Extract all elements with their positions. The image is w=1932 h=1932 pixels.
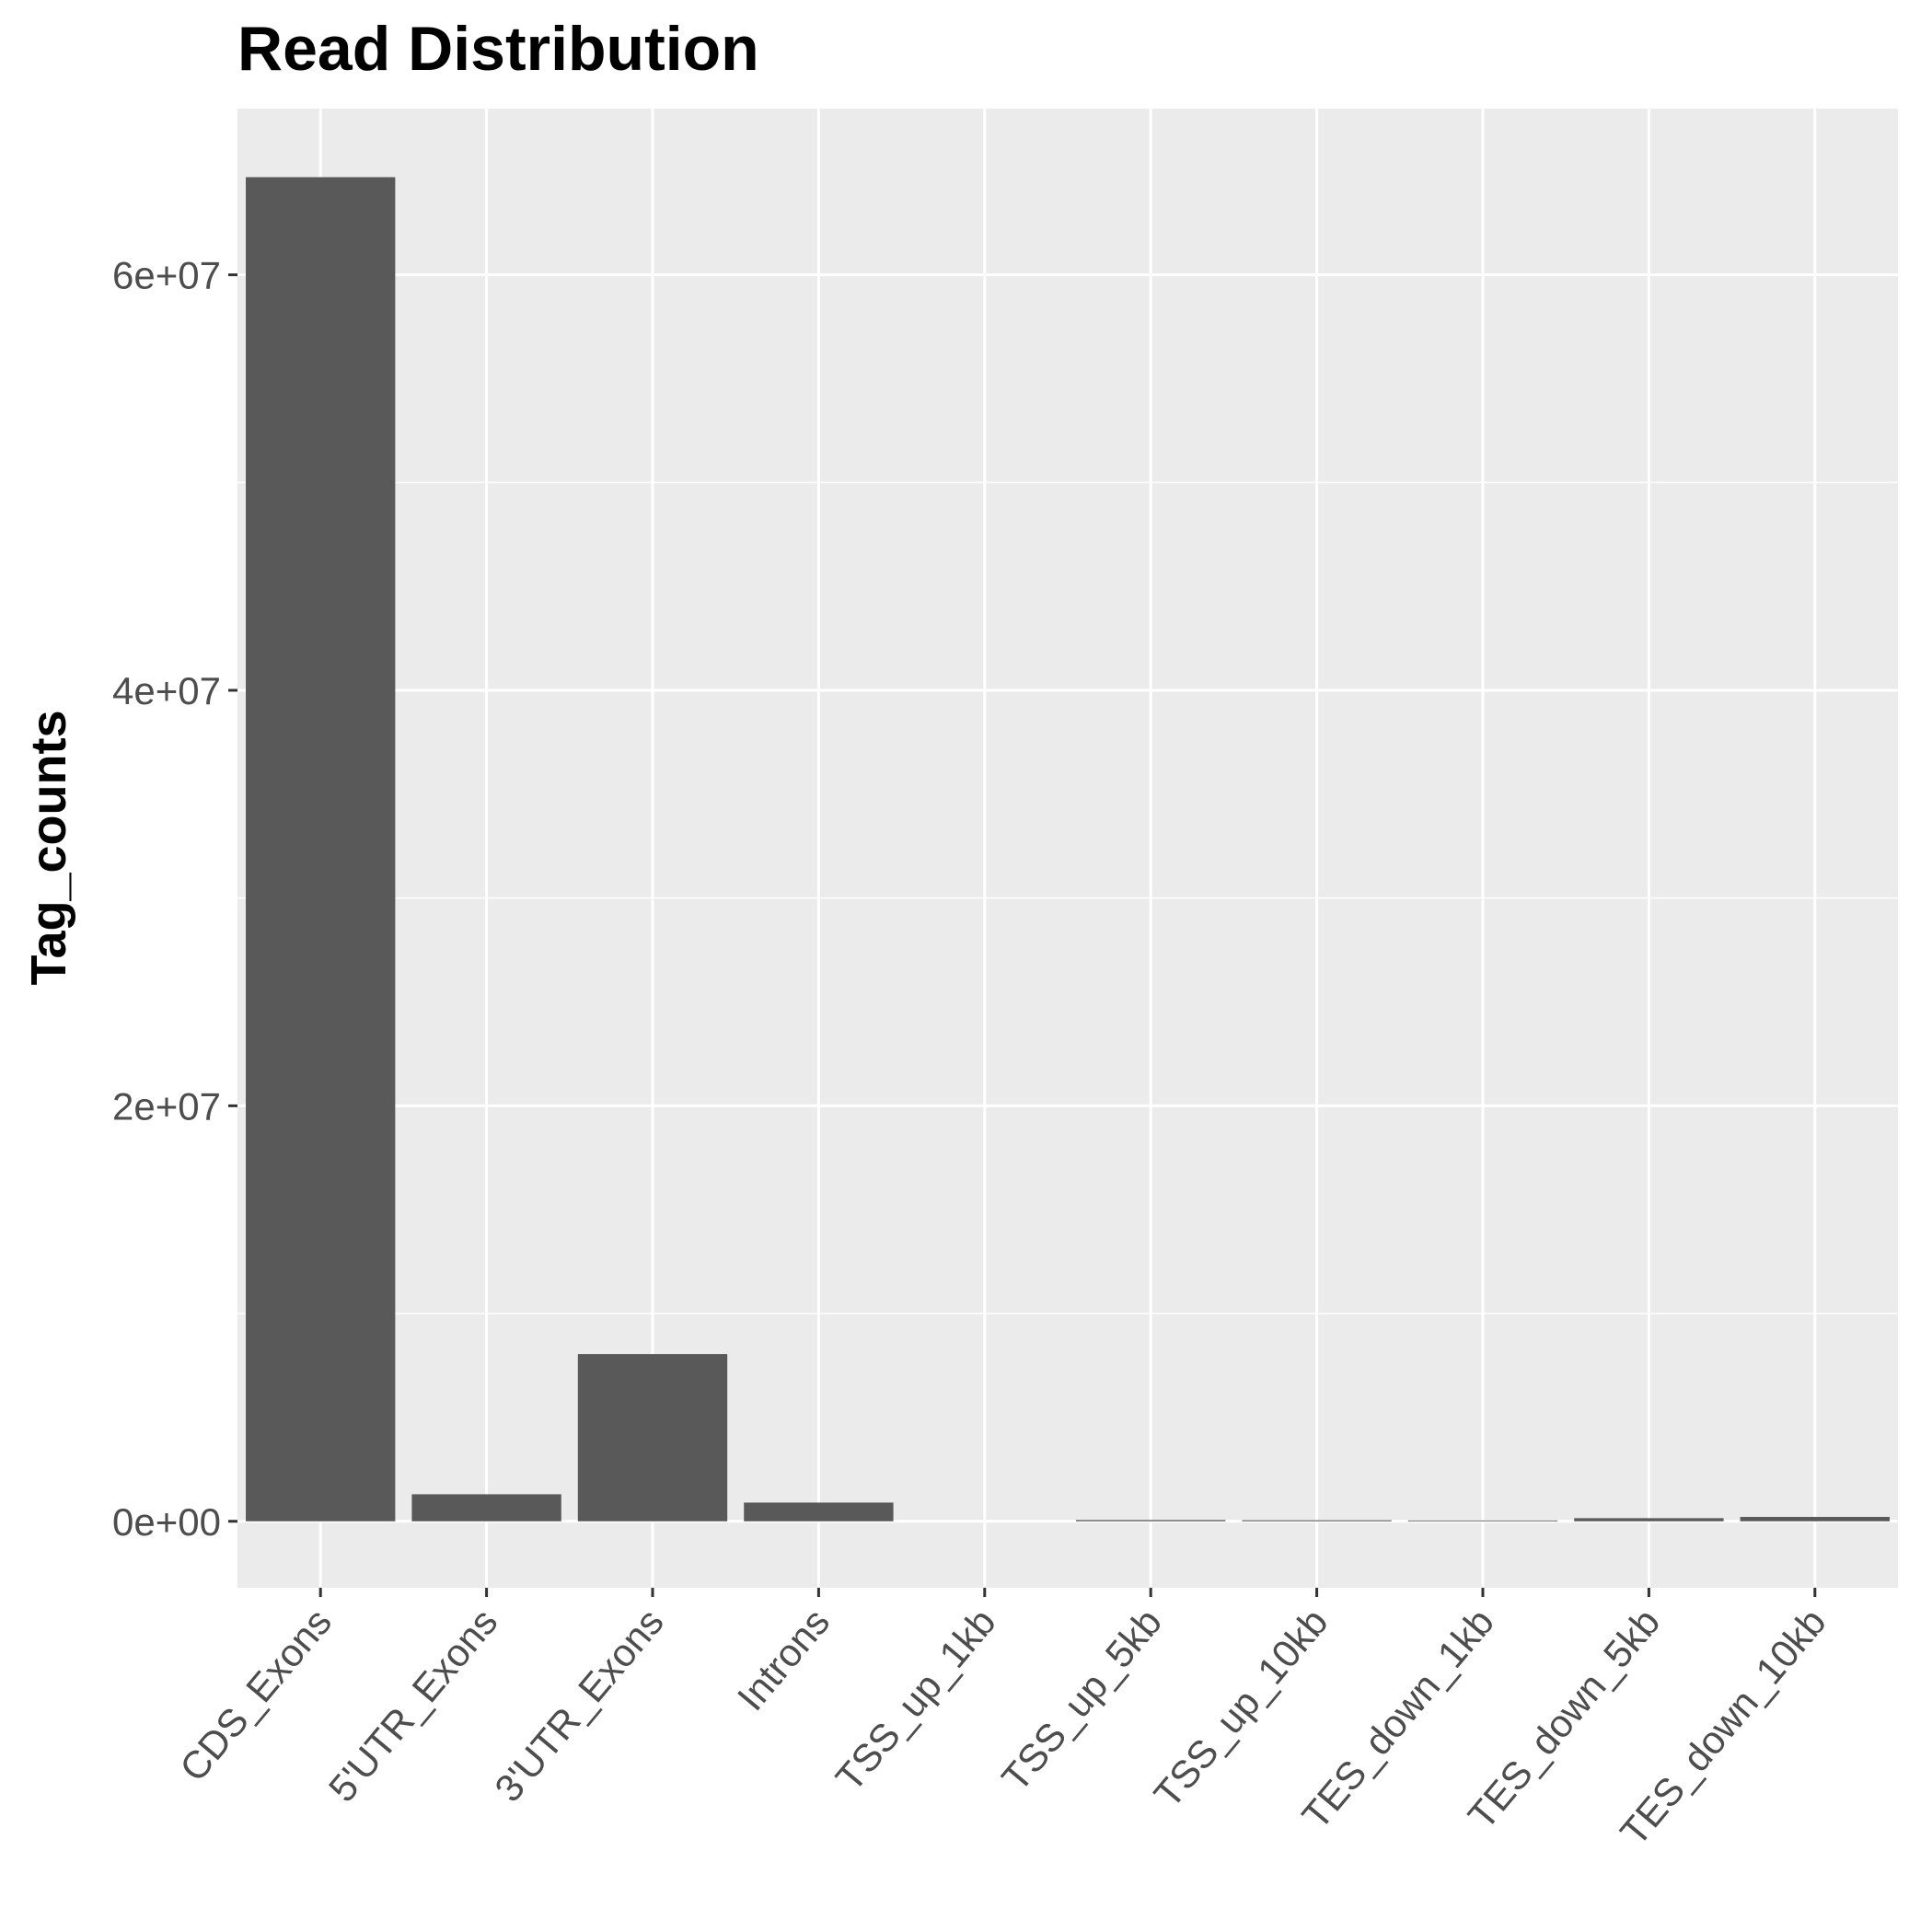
y-tick-label: 2e+07 [112, 1084, 221, 1128]
bar-tes-down-10kb [1740, 1517, 1890, 1521]
bar-tes-down-5kb [1574, 1518, 1724, 1521]
x-tick-label: CDS_Exons [171, 1601, 340, 1789]
x-tick-label: TSS_up_5kb [993, 1601, 1170, 1799]
y-tick-label: 6e+07 [112, 254, 221, 297]
plot-panel [237, 109, 1898, 1588]
y-tick-label: 4e+07 [112, 669, 221, 712]
x-tick-label: Introns [729, 1601, 839, 1719]
y-axis: 0e+00 2e+07 4e+07 6e+07 [112, 254, 237, 1544]
x-tick-label: 5'UTR_Exons [320, 1601, 506, 1811]
bar-3-utr-exons [577, 1354, 728, 1521]
bars [246, 177, 1890, 1521]
bar-tss-up-5kb [1076, 1520, 1226, 1521]
chart-title: Read Distribution [237, 14, 759, 84]
y-tick-label: 0e+00 [112, 1500, 221, 1544]
x-tick-label: 3'UTR_Exons [486, 1601, 672, 1811]
bar-5-utr-exons [411, 1494, 561, 1521]
bar-cds-exons [246, 177, 396, 1521]
x-tick-label: TSS_up_10kb [1145, 1601, 1336, 1816]
bar-introns [744, 1502, 894, 1521]
x-tick-label: TSS_up_1kb [827, 1601, 1004, 1799]
y-axis-title: Tag_counts [21, 710, 76, 985]
minor-gridlines [237, 481, 1898, 1314]
